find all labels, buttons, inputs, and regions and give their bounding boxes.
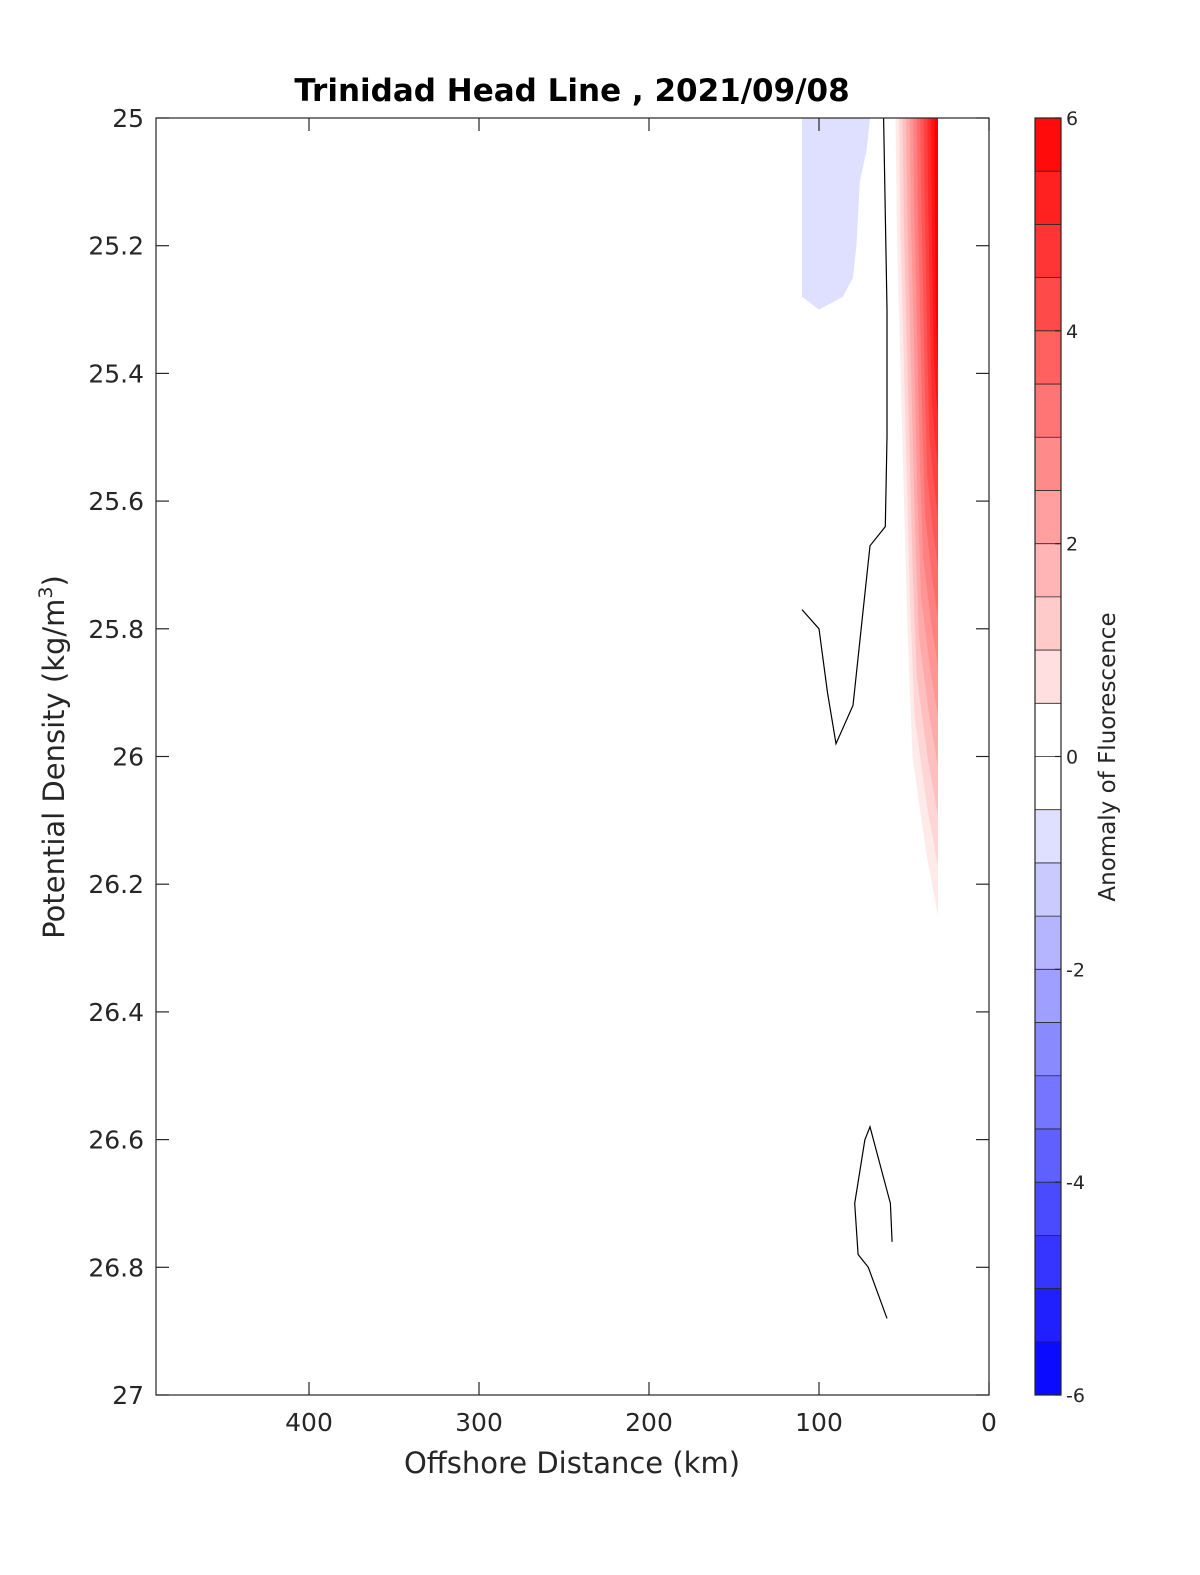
positive-anomaly-band bbox=[934, 118, 938, 368]
y-tick-label: 26.2 bbox=[88, 870, 144, 899]
y-tick-label: 26 bbox=[112, 743, 144, 772]
y-tick-label: 25.2 bbox=[88, 232, 144, 261]
y-tick-label: 25.4 bbox=[88, 359, 144, 388]
colorbar-segment bbox=[1035, 809, 1061, 863]
colorbar-tick-label: 0 bbox=[1066, 747, 1078, 769]
colorbar-segment bbox=[1035, 1182, 1061, 1236]
y-tick-label: 25.6 bbox=[88, 487, 144, 516]
colorbar-tick-label: 2 bbox=[1066, 534, 1078, 556]
y-axis-label-superscript: 3 bbox=[35, 586, 57, 598]
y-tick-label: 26.4 bbox=[88, 998, 144, 1027]
y-tick-label: 26.6 bbox=[88, 1126, 144, 1155]
colorbar-segment bbox=[1035, 118, 1061, 172]
y-axis-label-main: Potential Density (kg/m bbox=[37, 599, 71, 939]
x-tick-label: 200 bbox=[625, 1408, 673, 1437]
colorbar-segment bbox=[1035, 1075, 1061, 1129]
x-tick-label: 100 bbox=[795, 1408, 843, 1437]
y-tick-label: 27 bbox=[112, 1381, 144, 1410]
colorbar-segment bbox=[1035, 224, 1061, 278]
negative-anomaly-region bbox=[802, 118, 870, 310]
colorbar-segment bbox=[1035, 969, 1061, 1023]
colorbar-tick-label: 4 bbox=[1066, 321, 1078, 343]
colorbar-segment bbox=[1035, 650, 1061, 704]
y-tick-label: 25 bbox=[112, 104, 144, 133]
y-axis-label: Potential Density (kg/m3) bbox=[35, 575, 71, 939]
colorbar: -6 -4 -2 0 2 4 6 bbox=[1034, 108, 1085, 1407]
x-tick-label: 0 bbox=[981, 1408, 997, 1437]
colorbar-segment bbox=[1035, 1022, 1061, 1076]
x-tick-label: 400 bbox=[285, 1408, 333, 1437]
colorbar-segment bbox=[1035, 862, 1061, 917]
plot-area bbox=[156, 118, 989, 1395]
plot-background bbox=[156, 118, 989, 1395]
y-axis-label-end: ) bbox=[37, 575, 71, 586]
colorbar-tick-label: -2 bbox=[1066, 959, 1085, 981]
x-tick-label: 300 bbox=[455, 1408, 503, 1437]
colorbar-tick-label: -4 bbox=[1066, 1172, 1085, 1194]
colorbar-segment bbox=[1035, 1128, 1061, 1183]
colorbar-segment bbox=[1035, 277, 1061, 331]
colorbar-tick-label: 6 bbox=[1066, 108, 1078, 130]
colorbar-segment bbox=[1035, 171, 1061, 225]
y-tick-label: 26.8 bbox=[88, 1253, 144, 1282]
colorbar-segment bbox=[1035, 330, 1061, 385]
colorbar-segment bbox=[1035, 490, 1061, 544]
colorbar-segment bbox=[1035, 1288, 1061, 1342]
colorbar-segment bbox=[1035, 1235, 1061, 1289]
colorbar-segment bbox=[1035, 543, 1061, 597]
colorbar-segment bbox=[1035, 437, 1061, 491]
colorbar-segment bbox=[1035, 1341, 1061, 1395]
zero-contour-line bbox=[854, 1124, 893, 1319]
colorbar-segment bbox=[1035, 916, 1061, 970]
colorbar-tick-label: -6 bbox=[1066, 1385, 1085, 1407]
colorbar-segment bbox=[1035, 703, 1061, 757]
colorbar-segment bbox=[1035, 756, 1061, 810]
zero-contour-line bbox=[801, 118, 888, 746]
x-axis-label: Offshore Distance (km) bbox=[404, 1446, 740, 1480]
colorbar-segment bbox=[1035, 384, 1061, 438]
y-tick-label: 25.8 bbox=[88, 615, 144, 644]
colorbar-segment bbox=[1035, 596, 1061, 651]
axes: 400 300 200 100 0 25 25.2 25.4 25.6 25.8 26 26.2 26.… bbox=[88, 104, 997, 1437]
chart-title: Trinidad Head Line , 2021/09/08 bbox=[294, 73, 849, 109]
colorbar-label: Anomaly of Fluorescence bbox=[1095, 612, 1121, 901]
